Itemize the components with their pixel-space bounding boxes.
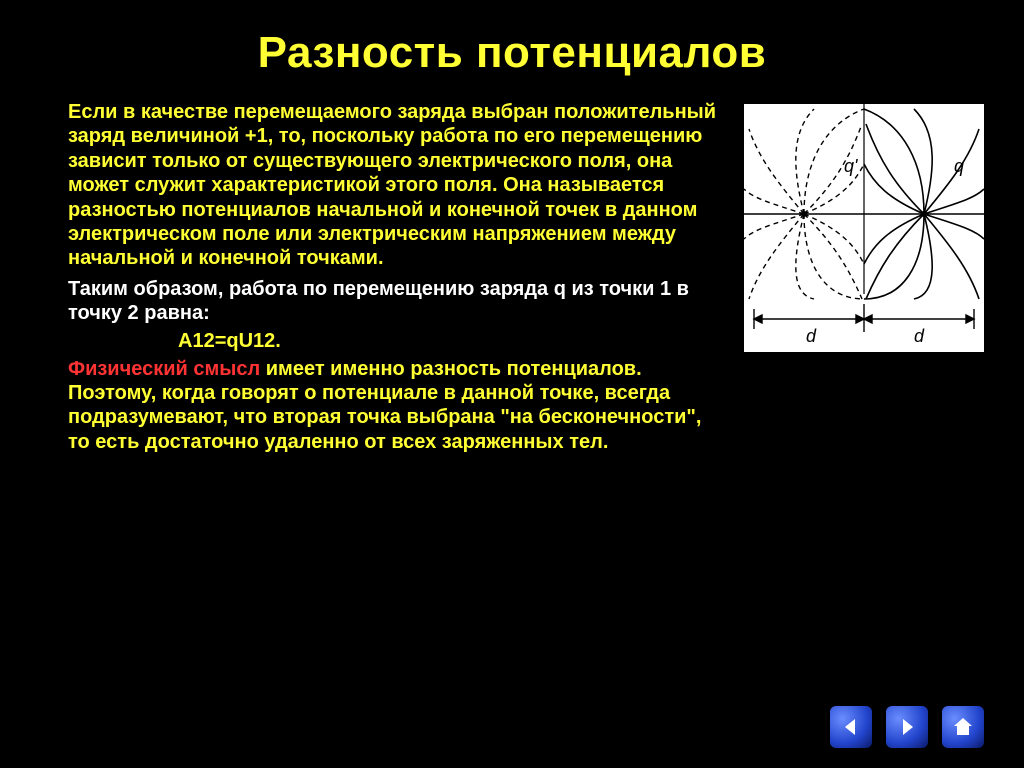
d-label-right: d (914, 326, 925, 346)
field-lines-diagram: q' q d d (744, 104, 984, 352)
nav-controls (830, 706, 984, 748)
d-label-left: d (806, 326, 817, 346)
paragraph-3: Физический смысл имеет именно разность п… (68, 357, 726, 455)
next-button[interactable] (886, 706, 928, 748)
paragraph-2: Таким образом, работа по перемещению зар… (68, 277, 726, 326)
home-icon (951, 715, 975, 739)
formula: A12=qU12. (178, 330, 726, 353)
text-column: Если в качестве перемещаемого заряда выб… (40, 100, 726, 454)
figure: q' q d d (744, 104, 984, 352)
label-q-prime: q' (844, 156, 858, 176)
arrow-left-icon (840, 716, 862, 738)
paragraph-1: Если в качестве перемещаемого заряда выб… (68, 100, 726, 271)
arrow-right-icon (896, 716, 918, 738)
content-row: Если в качестве перемещаемого заряда выб… (40, 100, 984, 454)
label-q: q (954, 156, 964, 176)
slide-title: Разность потенциалов (40, 28, 984, 78)
prev-button[interactable] (830, 706, 872, 748)
home-button[interactable] (942, 706, 984, 748)
phys-sense-label: Физический смысл (68, 358, 260, 380)
